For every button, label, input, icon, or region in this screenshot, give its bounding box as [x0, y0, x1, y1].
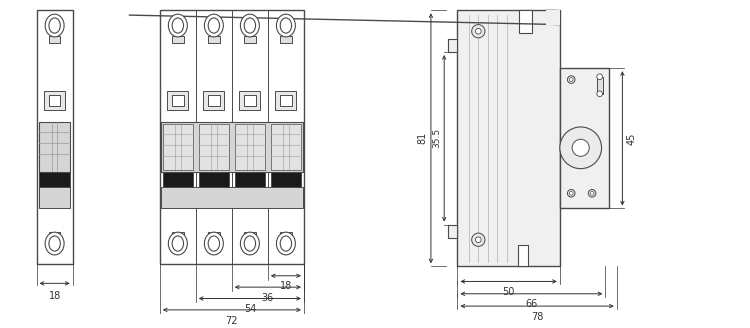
Text: 78: 78 — [531, 312, 543, 322]
Circle shape — [597, 91, 602, 97]
Text: 50: 50 — [503, 287, 515, 297]
Bar — [160, 10, 304, 264]
Circle shape — [572, 139, 590, 156]
Text: 45: 45 — [626, 132, 636, 145]
Ellipse shape — [277, 14, 296, 37]
Polygon shape — [448, 39, 458, 52]
Bar — [235, 172, 265, 187]
Ellipse shape — [280, 18, 292, 33]
Text: 18: 18 — [49, 291, 61, 301]
Bar — [271, 172, 301, 187]
Ellipse shape — [209, 236, 220, 251]
Text: 35.5: 35.5 — [432, 128, 441, 148]
Bar — [519, 10, 532, 33]
Bar — [239, 91, 260, 110]
Ellipse shape — [168, 232, 188, 255]
Ellipse shape — [205, 232, 224, 255]
Bar — [280, 36, 292, 43]
Ellipse shape — [280, 236, 292, 251]
Bar — [49, 36, 60, 43]
Bar — [275, 91, 296, 110]
Circle shape — [472, 25, 485, 38]
Bar — [40, 187, 70, 208]
Circle shape — [476, 237, 482, 243]
Circle shape — [472, 233, 485, 246]
Bar — [244, 36, 256, 43]
Bar — [280, 95, 292, 106]
Bar — [160, 187, 303, 208]
Ellipse shape — [244, 18, 256, 33]
Text: 72: 72 — [226, 316, 238, 326]
Bar — [49, 95, 60, 106]
Text: 54: 54 — [244, 304, 256, 314]
Ellipse shape — [172, 18, 184, 33]
Bar — [163, 172, 193, 187]
Bar — [172, 36, 184, 43]
Circle shape — [568, 190, 575, 197]
Bar — [172, 232, 184, 239]
Ellipse shape — [45, 232, 64, 255]
Text: 36: 36 — [262, 293, 274, 303]
Ellipse shape — [45, 14, 64, 37]
Bar — [172, 95, 184, 106]
Bar — [244, 95, 256, 106]
Bar — [518, 245, 527, 266]
Ellipse shape — [244, 236, 256, 251]
Bar — [203, 91, 224, 110]
Circle shape — [569, 192, 573, 195]
Circle shape — [597, 74, 602, 80]
Polygon shape — [448, 225, 458, 238]
Bar — [163, 124, 193, 170]
Bar — [40, 122, 70, 172]
Circle shape — [588, 190, 596, 197]
Bar — [545, 10, 560, 25]
Circle shape — [590, 192, 594, 195]
Bar — [458, 10, 560, 266]
Circle shape — [476, 28, 482, 34]
Ellipse shape — [172, 236, 184, 251]
Ellipse shape — [277, 232, 296, 255]
Ellipse shape — [49, 18, 60, 33]
Circle shape — [568, 76, 575, 83]
Bar — [37, 10, 73, 264]
Bar — [209, 95, 220, 106]
Bar — [209, 232, 220, 239]
Text: 18: 18 — [280, 281, 292, 292]
Bar — [209, 36, 220, 43]
Bar — [167, 91, 188, 110]
Bar — [199, 172, 229, 187]
Ellipse shape — [241, 14, 260, 37]
Ellipse shape — [205, 14, 224, 37]
Ellipse shape — [168, 14, 188, 37]
Circle shape — [569, 78, 573, 81]
Bar — [49, 232, 60, 239]
Bar — [560, 68, 609, 209]
Bar — [271, 124, 301, 170]
Ellipse shape — [49, 236, 60, 251]
Circle shape — [560, 127, 602, 169]
Bar — [235, 124, 265, 170]
Ellipse shape — [241, 232, 260, 255]
Bar — [199, 124, 229, 170]
Ellipse shape — [209, 18, 220, 33]
Bar — [597, 77, 604, 94]
Bar — [280, 232, 292, 239]
Text: 81: 81 — [417, 132, 428, 144]
Text: 66: 66 — [525, 299, 538, 309]
Bar — [244, 232, 256, 239]
Bar — [44, 91, 65, 110]
Bar — [160, 122, 303, 172]
Bar — [40, 172, 70, 187]
